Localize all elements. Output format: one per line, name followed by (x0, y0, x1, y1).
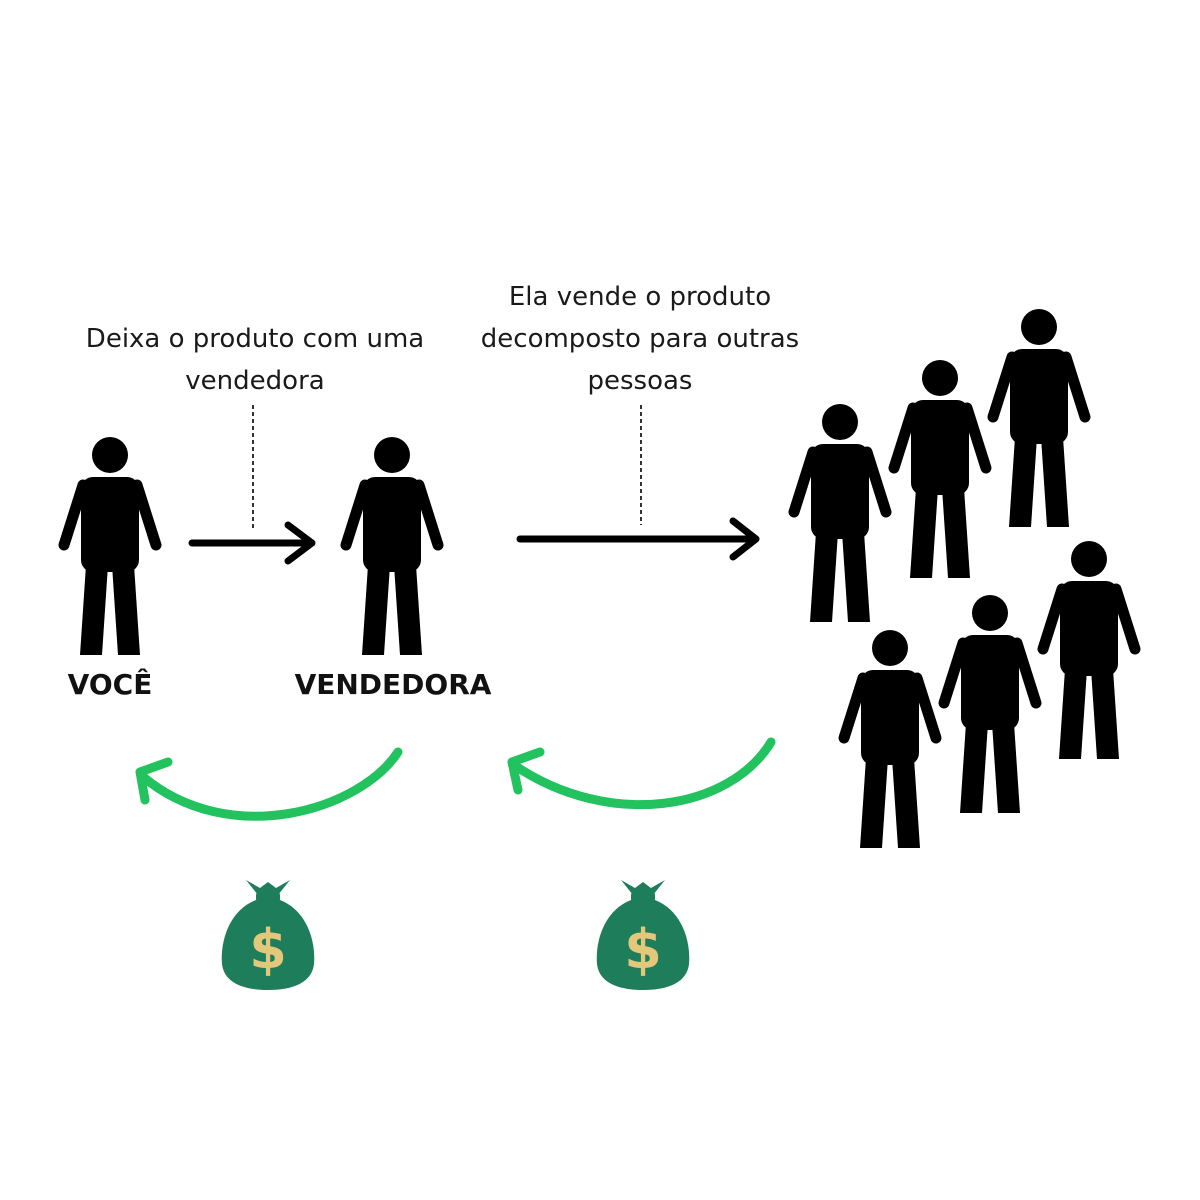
person-icon (64, 437, 156, 655)
label-seller: VENDEDORA (294, 668, 492, 701)
person-icon (1043, 541, 1135, 759)
person-icon (894, 360, 986, 578)
caption-seller-sells: Ela vende o produto decomposto para outr… (480, 282, 800, 396)
person-icon (944, 595, 1036, 813)
group-of-people-icon (794, 309, 1135, 848)
caption-leave-product: Deixa o produto com uma vendedora (85, 324, 425, 396)
person-icon (993, 309, 1085, 527)
label-you: VOCÊ (67, 668, 153, 701)
curved-arrow-left-icon (507, 737, 776, 810)
dollar-sign: $ (624, 918, 662, 981)
curved-arrow-left-icon (135, 747, 403, 821)
dollar-sign: $ (249, 918, 287, 981)
person-icon (844, 630, 936, 848)
person-icon (794, 404, 886, 622)
arrow-right-icon (188, 521, 316, 565)
money-bag-icon: $ (221, 880, 315, 990)
money-bag-icon: $ (596, 880, 690, 990)
arrow-right-icon (516, 517, 760, 561)
person-icon (346, 437, 438, 655)
